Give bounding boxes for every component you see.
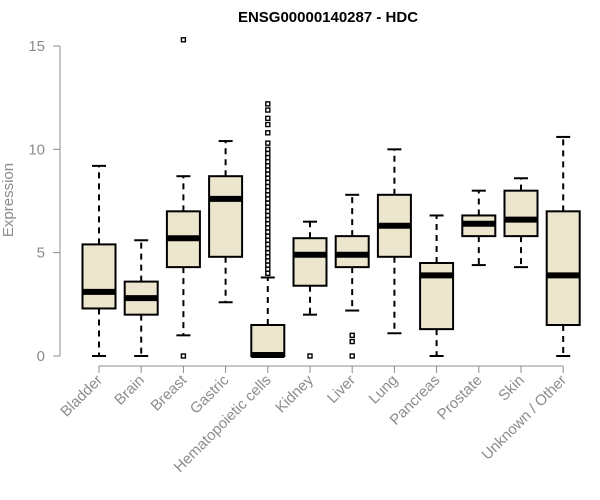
outlier-point [265, 150, 271, 157]
category-label: Brain [111, 372, 148, 409]
outlier-point [265, 270, 271, 277]
outlier-point [265, 233, 271, 239]
category-label: Kidney [272, 371, 317, 416]
category-label: Skin [495, 372, 528, 405]
axes: 0 5 10 15 [28, 38, 564, 373]
outlier-point [265, 221, 271, 227]
box-iqr [250, 324, 286, 357]
outlier-point [265, 187, 271, 194]
outlier-point [265, 159, 271, 165]
chart-title: ENSG00000140287 - HDC [238, 9, 418, 26]
outlier-point [265, 225, 271, 231]
outlier-point [265, 115, 271, 122]
outlier-point [265, 167, 271, 173]
outlier-point [265, 204, 271, 210]
box-lung [376, 148, 412, 335]
box-iqr [81, 243, 117, 310]
outlier-point [265, 249, 271, 256]
outlier-point [265, 237, 271, 243]
box-gastric [208, 140, 244, 304]
box-iqr [545, 210, 581, 326]
y-tick-label: 15 [28, 38, 45, 55]
outlier-point [265, 208, 271, 215]
outlier-point [265, 171, 271, 177]
outlier-point [265, 245, 271, 252]
category-label: Bladder [57, 372, 106, 421]
y-tick-label: 5 [37, 245, 45, 262]
box-breast [165, 37, 201, 359]
box-hematopoietic-cells [250, 101, 286, 358]
outlier-point [265, 262, 271, 268]
outlier-point [265, 175, 271, 181]
box-iqr [503, 189, 539, 238]
outlier-point [265, 192, 271, 198]
box-pancreas [419, 214, 455, 357]
category-label: Lung [366, 372, 402, 408]
outlier-point [265, 241, 271, 248]
y-tick-label: 0 [37, 348, 45, 365]
box-kidney [292, 220, 328, 359]
outlier-point [265, 130, 271, 136]
category-label: Prostate [434, 372, 486, 424]
outlier-point [265, 183, 271, 190]
outlier-point [265, 154, 271, 161]
outlier-point [265, 140, 271, 146]
box-prostate [461, 189, 497, 267]
box-iqr [334, 235, 370, 269]
box-skin [503, 177, 539, 269]
outlier-point [349, 332, 355, 339]
box-bladder [81, 164, 117, 357]
category-label: Liver [324, 372, 359, 407]
outlier-point [265, 212, 271, 219]
outlier-point [180, 37, 187, 43]
outlier-point [265, 107, 271, 113]
outlier-point [265, 258, 271, 264]
outlier-point [265, 146, 271, 153]
outlier-point [307, 353, 313, 359]
outlier-point [349, 338, 355, 345]
box-liver [334, 193, 370, 359]
box-iqr [208, 175, 244, 258]
category-label: Breast [148, 371, 191, 414]
box-unknown-other [545, 135, 581, 357]
outlier-point [265, 101, 271, 107]
outlier-point [349, 353, 355, 359]
outlier-point [265, 196, 271, 202]
outlier-point [265, 163, 271, 169]
y-axis-label: Expression [0, 163, 17, 237]
outlier-point [265, 200, 271, 206]
outlier-point [265, 121, 271, 128]
outlier-point [265, 179, 271, 186]
outlier-point [265, 216, 271, 223]
box-brain [123, 239, 159, 357]
outlier-point [265, 254, 271, 260]
outlier-point [265, 229, 271, 235]
y-tick-label: 10 [28, 141, 45, 158]
outlier-point [265, 266, 271, 272]
boxes-group [81, 37, 581, 359]
outlier-point [180, 353, 187, 359]
box-iqr [292, 237, 328, 287]
